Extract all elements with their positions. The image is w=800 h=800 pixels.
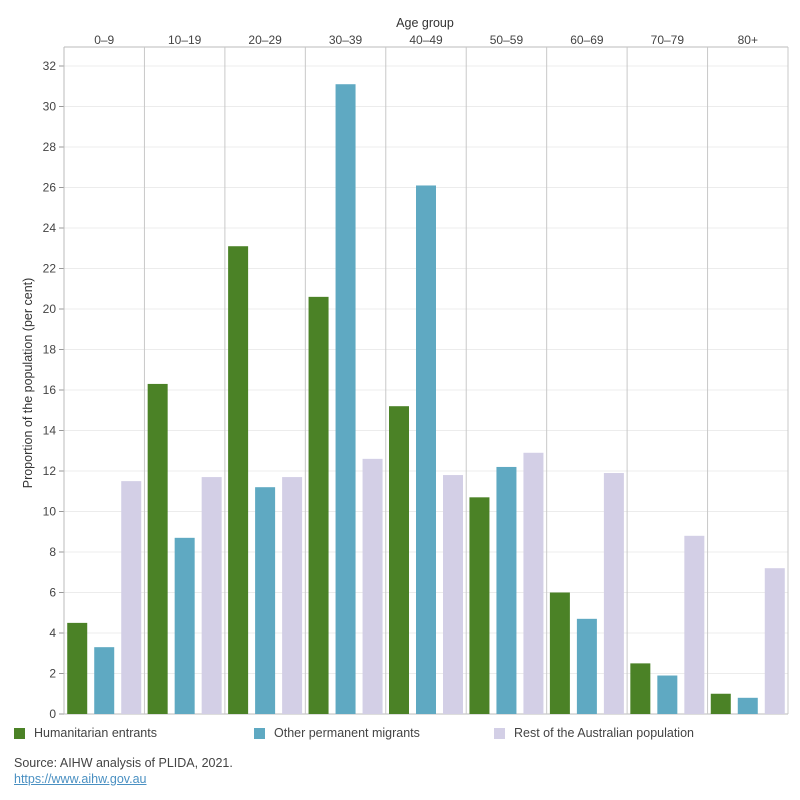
category-label-70-79: 70–79 (651, 33, 685, 47)
bar-rest-of-the-australian-population-30-39 (362, 458, 383, 714)
legend-label-other-permanent: Other permanent migrants (274, 726, 420, 740)
bar-rest-of-the-australian-population-40-49 (443, 475, 463, 714)
bar-chart: Age group Proportion of the population (… (21, 16, 789, 720)
legend-label-rest-of-population: Rest of the Australian population (514, 726, 694, 740)
y-tick-label: 24 (43, 221, 57, 235)
bar-humanitarian-entrants-10-19 (147, 383, 168, 714)
category-label-40-49: 40–49 (409, 33, 443, 47)
bar-humanitarian-entrants-30-39 (308, 296, 329, 714)
y-tick-label: 10 (43, 505, 57, 519)
top-axis-title: Age group (396, 16, 454, 30)
legend-item-other-permanent[interactable]: Other permanent migrants (254, 726, 420, 740)
y-tick-label: 32 (43, 59, 57, 73)
bar-humanitarian-entrants-70-79 (630, 663, 651, 714)
legend-swatch-other-permanent (254, 727, 265, 739)
bar-other-permanent-migrants-10-19 (174, 537, 195, 714)
bar-other-permanent-migrants-80 (737, 697, 758, 714)
legend-label-humanitarian: Humanitarian entrants (34, 726, 157, 740)
bar-other-permanent-migrants-60-69 (576, 618, 597, 714)
bar-rest-of-the-australian-population-80 (764, 568, 785, 714)
category-label-10-19: 10–19 (168, 33, 202, 47)
y-tick-label: 8 (49, 545, 56, 559)
y-tick-label: 20 (43, 302, 57, 316)
bar-rest-of-the-australian-population-20-29 (282, 477, 303, 714)
bar-humanitarian-entrants-40-49 (389, 406, 409, 714)
y-tick-label: 4 (49, 626, 56, 640)
bar-other-permanent-migrants-30-39 (335, 84, 356, 715)
y-tick-label: 12 (43, 464, 57, 478)
legend-item-humanitarian[interactable]: Humanitarian entrants (14, 726, 157, 740)
bar-humanitarian-entrants-60-69 (549, 592, 570, 714)
bar-rest-of-the-australian-population-10-19 (201, 477, 222, 714)
source-note: Source: AIHW analysis of PLIDA, 2021. (14, 756, 233, 770)
y-tick-label: 14 (43, 424, 57, 438)
y-tick-label: 30 (43, 100, 57, 114)
legend-swatch-rest-of-population (494, 727, 505, 739)
bar-other-permanent-migrants-40-49 (416, 185, 436, 715)
source-link[interactable]: https://www.aihw.gov.au (14, 772, 147, 786)
bar-humanitarian-entrants-0-9 (67, 622, 88, 714)
y-tick-label: 22 (43, 262, 57, 276)
bar-rest-of-the-australian-population-0-9 (121, 481, 142, 714)
bar-rest-of-the-australian-population-60-69 (603, 473, 624, 714)
y-tick-label: 0 (49, 707, 56, 720)
category-label-20-29: 20–29 (248, 33, 282, 47)
y-tick-label: 6 (49, 586, 56, 600)
legend-item-rest-of-population[interactable]: Rest of the Australian population (494, 726, 694, 740)
bar-other-permanent-migrants-70-79 (657, 675, 678, 714)
bar-humanitarian-entrants-80 (710, 693, 731, 714)
bar-other-permanent-migrants-20-29 (255, 487, 276, 714)
bar-rest-of-the-australian-population-70-79 (684, 535, 705, 714)
legend-swatch-humanitarian (14, 727, 25, 739)
category-label-30-39: 30–39 (329, 33, 363, 47)
category-label-80: 80+ (738, 33, 758, 47)
y-tick-label: 18 (43, 343, 57, 357)
bar-other-permanent-migrants-50-59 (496, 466, 517, 714)
bar-humanitarian-entrants-50-59 (469, 497, 490, 714)
category-label-0-9: 0–9 (94, 33, 114, 47)
bar-rest-of-the-australian-population-50-59 (523, 452, 544, 714)
category-label-60-69: 60–69 (570, 33, 604, 47)
y-axis-title: Proportion of the population (per cent) (21, 278, 35, 489)
legend: Humanitarian entrants Other permanent mi… (14, 726, 794, 742)
bar-humanitarian-entrants-20-29 (228, 246, 249, 714)
category-label-50-59: 50–59 (490, 33, 524, 47)
y-tick-label: 16 (43, 383, 57, 397)
y-tick-label: 28 (43, 140, 57, 154)
y-tick-label: 2 (49, 667, 56, 681)
bar-other-permanent-migrants-0-9 (94, 647, 115, 714)
y-tick-label: 26 (43, 181, 57, 195)
